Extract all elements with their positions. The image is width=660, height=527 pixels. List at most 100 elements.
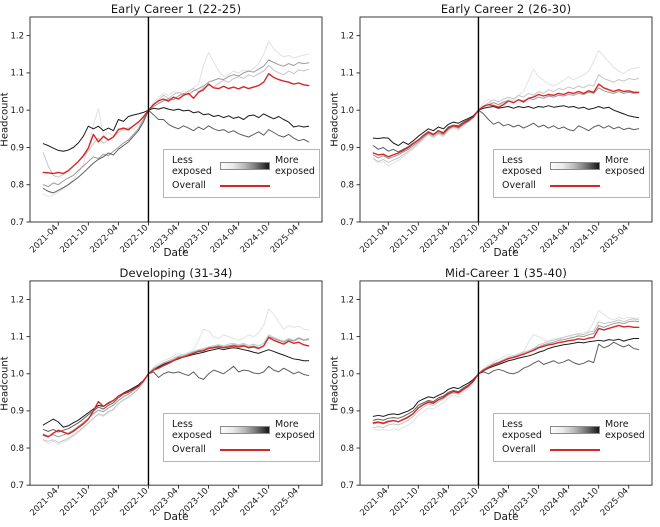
y-tick-label: 1.0 bbox=[10, 106, 24, 116]
exposure-gradient-bar bbox=[550, 426, 600, 435]
plot-svg-0: 0.70.80.91.01.11.22021-042021-102022-042… bbox=[10, 16, 323, 255]
overall-line-swatch bbox=[550, 184, 600, 188]
y-tick-label: 1.0 bbox=[11, 369, 24, 379]
legend-overall-label: Overall bbox=[172, 444, 206, 456]
y-tick-label: 0.8 bbox=[11, 443, 24, 453]
plot-frame bbox=[29, 16, 323, 223]
legend: Less exposed More exposed Overall bbox=[163, 149, 320, 198]
series-line-overall bbox=[42, 73, 310, 175]
series-line-q2 bbox=[42, 334, 310, 443]
overall-line-swatch bbox=[550, 448, 600, 452]
series-line-least-exposed-q1- bbox=[42, 308, 310, 445]
series-line-most-exposed-q5- bbox=[372, 338, 640, 417]
y-tick-label: 1.1 bbox=[341, 331, 354, 341]
y-tick-label: 0.8 bbox=[10, 181, 24, 191]
series-line-q4 bbox=[42, 109, 310, 194]
plot-frame bbox=[359, 16, 653, 223]
series-line-least-exposed-q1- bbox=[372, 310, 640, 432]
legend-overall-label: Overall bbox=[502, 180, 536, 192]
legend-exposure-row: Less exposed More exposed bbox=[502, 155, 645, 178]
legend: Less exposed More exposed Overall bbox=[493, 413, 650, 462]
chart-cell-early-career-2: 0.7 0.8 0.9 1.0 1.1 1.2 2021-04 2021-10 2022-04 2… bbox=[330, 0, 660, 264]
y-axis-label: Headcount bbox=[329, 92, 341, 147]
exposure-gradient-bar bbox=[220, 162, 270, 171]
y-tick-label: 1.2 bbox=[11, 294, 24, 304]
y-tick-label: 0.9 bbox=[341, 406, 354, 416]
chart-title: Developing (31-34) bbox=[119, 266, 233, 280]
y-tick-label: 0.8 bbox=[341, 443, 354, 453]
overall-line-swatch bbox=[220, 184, 270, 188]
legend: Less exposed More exposed Overall bbox=[493, 149, 650, 198]
y-axis-label: Headcount bbox=[0, 356, 11, 411]
series-line-most-exposed-q5- bbox=[42, 107, 310, 152]
y-tick-label: 0.7 bbox=[11, 480, 24, 490]
legend-more-exposed-label: More exposed bbox=[605, 419, 645, 442]
y-axis-label: Headcount bbox=[329, 356, 341, 411]
y-tick-label: 1.2 bbox=[341, 294, 354, 304]
series-line-q3 bbox=[372, 87, 640, 160]
y-tick-label: 0.9 bbox=[10, 143, 24, 153]
series-line-q2 bbox=[372, 318, 640, 429]
series-line-q4 bbox=[372, 341, 640, 421]
legend-more-exposed-label: More exposed bbox=[275, 155, 315, 178]
x-axis-label: Date bbox=[493, 247, 519, 259]
legend-overall-row: Overall bbox=[502, 444, 643, 455]
plot-svg-2: 0.70.80.91.01.11.22021-042021-102022-042… bbox=[11, 280, 323, 518]
plot-frame bbox=[359, 280, 653, 486]
series-line-most-exposed-q5- bbox=[372, 105, 640, 147]
x-axis-label: Date bbox=[493, 511, 519, 523]
overall-line-swatch bbox=[220, 448, 270, 452]
y-tick-label: 1.1 bbox=[11, 331, 24, 341]
series-line-least-exposed-q1- bbox=[372, 50, 640, 167]
legend-more-exposed-label: More exposed bbox=[275, 419, 315, 442]
legend-exposure-row: Less exposed More exposed bbox=[502, 419, 645, 442]
series-line-overall bbox=[372, 324, 640, 424]
series-line-overall bbox=[42, 336, 310, 438]
plot-svg-3: 0.70.80.91.01.11.22021-042021-102022-042… bbox=[341, 280, 653, 518]
legend-overall-label: Overall bbox=[502, 444, 536, 456]
y-tick-label: 1.0 bbox=[340, 106, 354, 116]
series-line-q2 bbox=[372, 74, 640, 163]
y-tick-label: 0.7 bbox=[341, 480, 354, 490]
legend-less-exposed-label: Less exposed bbox=[502, 155, 542, 178]
exposure-gradient-bar bbox=[550, 162, 600, 171]
legend-more-exposed-label: More exposed bbox=[605, 155, 645, 178]
y-tick-label: 1.0 bbox=[341, 369, 354, 379]
y-tick-label: 0.9 bbox=[340, 143, 354, 153]
y-tick-label: 1.1 bbox=[340, 69, 354, 79]
y-axis-label: Headcount bbox=[0, 92, 11, 147]
chart-title: Mid-Career 1 (35-40) bbox=[444, 266, 567, 280]
y-tick-label: 1.1 bbox=[10, 69, 24, 79]
exposure-gradient-bar bbox=[220, 426, 270, 435]
legend-exposure-row: Less exposed More exposed bbox=[172, 155, 315, 178]
series-line-q2 bbox=[42, 65, 310, 178]
y-tick-label: 0.8 bbox=[340, 181, 354, 191]
chart-cell-early-career-1: 0.7 0.8 0.9 1.0 1.1 1.2 2021-04 2021-10 2022-04 2… bbox=[0, 0, 330, 264]
y-tick-label: 1.2 bbox=[10, 31, 24, 41]
x-axis-label: Date bbox=[163, 511, 189, 523]
chart-cell-mid-career-1: 0.7 0.8 0.9 1.0 1.1 1.2 2021-04 2021-10 2022-04 2… bbox=[330, 264, 660, 527]
legend-overall-label: Overall bbox=[172, 180, 206, 192]
legend-less-exposed-label: Less exposed bbox=[172, 419, 212, 442]
legend-overall-row: Overall bbox=[172, 444, 313, 455]
legend-less-exposed-label: Less exposed bbox=[172, 155, 212, 178]
legend: Less exposed More exposed Overall bbox=[163, 413, 320, 462]
x-axis-label: Date bbox=[163, 247, 189, 259]
legend-overall-row: Overall bbox=[172, 180, 313, 191]
legend-exposure-row: Less exposed More exposed bbox=[172, 419, 315, 442]
plot-frame bbox=[29, 280, 323, 486]
series-line-q4 bbox=[42, 365, 310, 433]
legend-less-exposed-label: Less exposed bbox=[502, 419, 542, 442]
plot-svg-1: 0.70.80.91.01.11.22021-042021-102022-042… bbox=[340, 16, 653, 255]
series-line-overall bbox=[372, 83, 640, 158]
y-tick-label: 1.2 bbox=[340, 31, 354, 41]
chart-title: Early Career 1 (22-25) bbox=[110, 2, 242, 16]
legend-overall-row: Overall bbox=[502, 180, 643, 191]
y-tick-label: 0.7 bbox=[340, 218, 354, 228]
y-tick-label: 0.9 bbox=[11, 406, 24, 416]
y-tick-label: 0.7 bbox=[10, 218, 24, 228]
chart-title: Early Career 2 (26-30) bbox=[440, 2, 572, 16]
chart-cell-developing: 0.7 0.8 0.9 1.0 1.1 1.2 2021-04 2021-10 2022-04 2… bbox=[0, 264, 330, 527]
